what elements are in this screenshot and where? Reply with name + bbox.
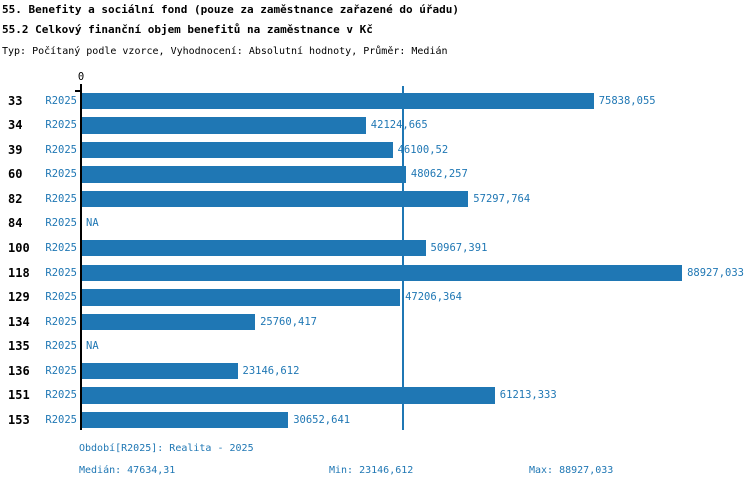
bar <box>82 289 401 306</box>
bar-value-label: 48062,257 <box>410 168 468 181</box>
row-category-label: 39 <box>8 142 23 157</box>
bar <box>82 190 469 208</box>
axis-zero-tick-label: 0 <box>77 71 85 83</box>
median-line <box>402 86 404 430</box>
row-series-label: R2025 <box>45 192 77 205</box>
row-category-label: 84 <box>8 216 23 231</box>
row-series-label: R2025 <box>45 94 77 107</box>
bar <box>82 239 426 257</box>
bar <box>82 411 289 429</box>
row-category-label: 34 <box>8 118 23 133</box>
report-title-line2: 55.2 Celkový finanční objem benefitů na … <box>2 23 373 36</box>
bar <box>82 313 256 331</box>
bar <box>82 117 366 134</box>
bar-value-label: 25760,417 <box>260 315 317 328</box>
row-category-label: 136 <box>8 363 30 378</box>
row-series-label: R2025 <box>45 389 77 402</box>
row-series-label: R2025 <box>45 364 77 377</box>
row-category-label: 153 <box>8 412 30 427</box>
row-series-label: R2025 <box>45 119 77 132</box>
row-category-label: 82 <box>8 191 23 206</box>
row-series-label: R2025 <box>45 315 77 328</box>
row-series-label: R2025 <box>45 241 77 254</box>
row-category-label: 60 <box>8 167 23 182</box>
row-category-label: 118 <box>8 265 30 280</box>
bar-value-label: 61213,333 <box>499 389 557 402</box>
row-category-label: 129 <box>8 290 30 305</box>
report-meta-line: Typ: Počítaný podle vzorce, Vyhodnocení:… <box>2 46 448 57</box>
bar <box>82 92 594 109</box>
bar-value-label: 30652,641 <box>293 413 351 426</box>
footer-min: Min: 23146,612 <box>329 465 414 476</box>
axis-top-tick <box>75 90 82 92</box>
footer-median: Medián: 47634,31 <box>79 465 176 476</box>
bar <box>82 141 393 159</box>
row-series-label: R2025 <box>45 291 77 304</box>
row-category-label: 134 <box>8 314 30 329</box>
footer-period: Období[R2025]: Realita - 2025 <box>79 443 254 454</box>
bar-value-label: 42124,665 <box>370 119 428 132</box>
bar-value-label: 23146,612 <box>242 364 300 377</box>
bar-value-label: 47206,364 <box>405 291 462 304</box>
row-category-label: 151 <box>8 388 30 403</box>
row-series-label: R2025 <box>45 168 77 181</box>
footer-max: Max: 88927,033 <box>529 465 614 476</box>
bar <box>82 362 238 380</box>
bar <box>82 264 683 281</box>
row-category-label: 33 <box>8 93 23 108</box>
bar-value-label: 50967,391 <box>430 241 488 254</box>
row-series-label: R2025 <box>45 143 77 156</box>
y-axis-line <box>80 84 82 430</box>
row-series-label: R2025 <box>45 340 77 353</box>
row-series-label: R2025 <box>45 413 77 426</box>
row-category-label: 135 <box>8 339 30 354</box>
bar-value-label: 57297,764 <box>473 192 531 205</box>
bar <box>82 166 406 183</box>
row-series-label: R2025 <box>45 266 77 279</box>
bar-value-label: 46100,52 <box>397 143 449 156</box>
bar-na-label: NA <box>86 217 99 230</box>
bar <box>82 387 495 404</box>
row-series-label: R2025 <box>45 217 77 230</box>
report-title-line1: 55. Benefity a sociální fond (pouze za z… <box>2 3 459 16</box>
row-category-label: 100 <box>8 240 30 255</box>
bar-na-label: NA <box>86 340 99 353</box>
bar-value-label: 88927,033 <box>687 266 744 279</box>
bar-value-label: 75838,055 <box>598 94 656 107</box>
